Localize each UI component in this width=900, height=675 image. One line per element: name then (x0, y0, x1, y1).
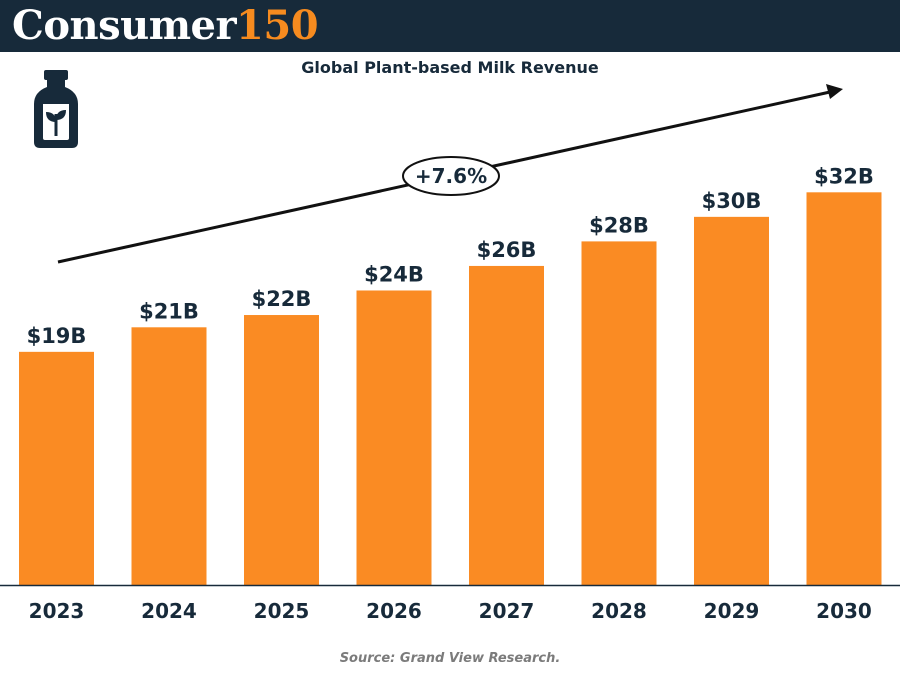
brand-name-text: Consumer (12, 2, 237, 49)
bar-2024 (131, 327, 207, 585)
chart-title: Global Plant-based Milk Revenue (301, 58, 599, 77)
bar-2030 (806, 192, 882, 585)
x-tick-label-2028: 2028 (591, 599, 647, 623)
bar-2027 (469, 265, 544, 585)
x-tick-label-2030: 2030 (816, 599, 872, 623)
value-label-2027: $26B (477, 238, 537, 262)
bar-2026 (356, 290, 432, 585)
x-tick-label-2027: 2027 (479, 599, 535, 623)
value-label-2028: $28B (589, 213, 649, 237)
x-tick-label-2026: 2026 (366, 599, 422, 623)
x-tick-label-2029: 2029 (704, 599, 760, 623)
value-label-2024: $21B (139, 299, 199, 323)
brand-logo: Consumer150 (12, 2, 319, 50)
bar-2028 (581, 241, 657, 586)
growth-rate-bubble (402, 156, 500, 196)
bar-2023 (19, 351, 94, 585)
plant-milk-bottle-icon (34, 70, 78, 148)
source-note: Source: Grand View Research. (339, 651, 561, 666)
value-label-2023: $19B (27, 324, 87, 348)
value-label-2030: $32B (814, 164, 874, 188)
value-label-2026: $24B (364, 262, 424, 286)
trend-arrowhead-icon (826, 84, 843, 99)
header-bar: Consumer150 (0, 0, 900, 52)
bar-2029 (694, 216, 769, 585)
value-label-2025: $22B (252, 287, 312, 311)
growth-rate-label: +7.6% (415, 164, 487, 188)
brand-number-text: 150 (236, 2, 319, 49)
bar-2025 (244, 315, 319, 585)
value-label-2029: $30B (702, 189, 762, 213)
x-tick-label-2023: 2023 (29, 599, 85, 623)
x-tick-label-2024: 2024 (141, 599, 197, 623)
x-tick-label-2025: 2025 (254, 599, 310, 623)
